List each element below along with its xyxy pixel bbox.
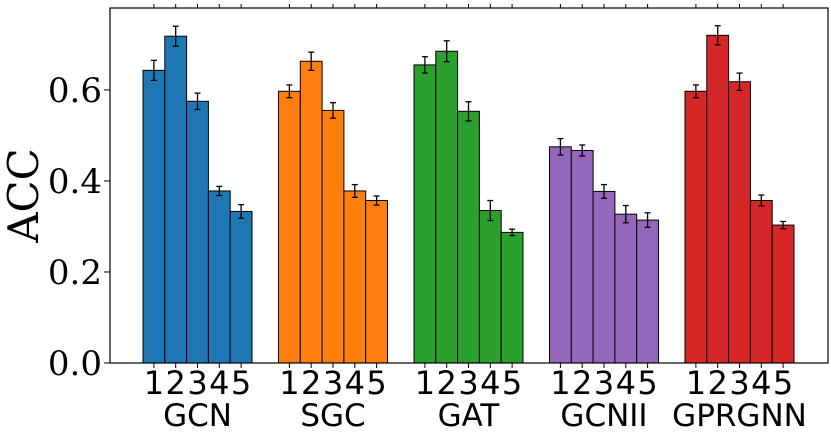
bar-index-label: 4: [345, 364, 365, 402]
bar-index-label: 1: [144, 364, 164, 402]
y-tick-label: 0.2: [48, 253, 102, 293]
bar-gcnii-5: [636, 219, 660, 364]
bar-gat-3: [457, 110, 480, 364]
bar-index-label: 3: [594, 364, 614, 402]
y-tick-label: 0.4: [48, 162, 102, 202]
bar-index-label: 5: [502, 364, 522, 402]
bar-index-label: 2: [166, 364, 186, 402]
bar-gat-4: [478, 210, 502, 364]
bar-gcn-3: [186, 100, 209, 364]
bar-index-label: 2: [437, 364, 457, 402]
bar-gprgnn-2: [706, 34, 730, 364]
bar-gprgnn-3: [728, 81, 751, 364]
group-label-gcn: GCN: [163, 398, 232, 434]
errorbar-gcnii-2: [579, 144, 586, 157]
bar-sgc-2: [299, 60, 323, 364]
group-label-gprgnn: GPRGNN: [672, 398, 807, 434]
bar-index-label: 2: [708, 364, 728, 402]
bar-index-label: 1: [550, 364, 570, 402]
errorbar-sgc-4: [351, 183, 358, 198]
bar-index-label: 4: [616, 364, 636, 402]
errorbar-gprgnn-4: [758, 194, 765, 207]
group-label-gcnii: GCNII: [560, 398, 647, 434]
errorbar-gcnii-4: [622, 204, 629, 224]
bar-index-label: 3: [187, 364, 207, 402]
bar-gcn-5: [229, 210, 253, 364]
bar-index-label: 1: [279, 364, 299, 402]
bar-index-label: 4: [751, 364, 771, 402]
errorbar-gprgnn-5: [780, 220, 787, 230]
bar-index-label: 5: [366, 364, 386, 402]
errorbar-gat-3: [465, 101, 472, 122]
errorbar-gat-2: [443, 40, 450, 63]
bar-index-label: 2: [572, 364, 592, 402]
axis-ticks: [104, 4, 784, 368]
errorbar-gcnii-1: [557, 137, 564, 156]
bar-gcn-1: [142, 69, 166, 364]
bar-gprgnn-5: [771, 224, 795, 364]
bar-index-label: 3: [323, 364, 343, 402]
errorbar-gprgnn-1: [692, 84, 699, 99]
errorbar-gcn-2: [172, 25, 179, 47]
bar-index-label: 2: [301, 364, 321, 402]
bar-index-label: 5: [773, 364, 793, 402]
group-label-sgc: SGC: [300, 398, 365, 434]
errorbar-gcnii-3: [601, 183, 607, 199]
bar-sgc-4: [343, 190, 367, 364]
y-tick-label: 0.6: [48, 71, 102, 111]
group-label-gat: GAT: [438, 398, 501, 434]
bar-gat-5: [500, 231, 524, 364]
errorbar-gcn-4: [216, 185, 223, 197]
errorbar-gat-1: [421, 56, 428, 74]
errorbar-gprgnn-3: [736, 72, 743, 92]
errorbar-gcn-1: [150, 59, 157, 82]
bars: [142, 34, 795, 364]
errorbar-gcn-3: [194, 92, 201, 111]
error-bars: [150, 25, 787, 237]
errorbar-gcn-5: [238, 203, 245, 219]
errorbar-sgc-2: [308, 51, 315, 72]
bar-index-label: 3: [729, 364, 749, 402]
bar-gcnii-3: [592, 190, 616, 364]
errorbar-gat-5: [509, 228, 516, 237]
bar-index-label: 1: [686, 364, 706, 402]
bar-gat-1: [413, 64, 437, 364]
bar-index-label: 4: [209, 364, 229, 402]
errorbar-gcnii-5: [644, 212, 651, 229]
bar-gcn-2: [164, 35, 188, 364]
errorbar-gprgnn-2: [714, 25, 721, 46]
bar-gcnii-1: [549, 146, 572, 364]
errorbar-sgc-3: [330, 102, 336, 119]
bar-index-label: 5: [231, 364, 251, 402]
bar-index-label: 4: [480, 364, 500, 402]
bar-gcnii-2: [570, 149, 594, 364]
bar-gcnii-4: [614, 213, 638, 364]
bar-sgc-3: [321, 109, 345, 364]
y-tick-label: 0.0: [48, 344, 102, 384]
bar-gprgnn-4: [749, 200, 773, 364]
bar-index-label: 5: [637, 364, 657, 402]
errorbar-sgc-1: [286, 84, 293, 99]
bar-gprgnn-1: [684, 90, 708, 364]
bar-index-label: 3: [458, 364, 478, 402]
y-axis-label: ACC: [0, 148, 48, 244]
bar-index-label: 1: [415, 364, 435, 402]
bar-sgc-5: [365, 200, 389, 364]
errorbar-gat-4: [487, 199, 494, 222]
errorbar-sgc-5: [373, 195, 380, 206]
bar-gcn-4: [207, 190, 231, 364]
bar-sgc-1: [278, 90, 301, 364]
bar-gat-2: [435, 50, 459, 364]
